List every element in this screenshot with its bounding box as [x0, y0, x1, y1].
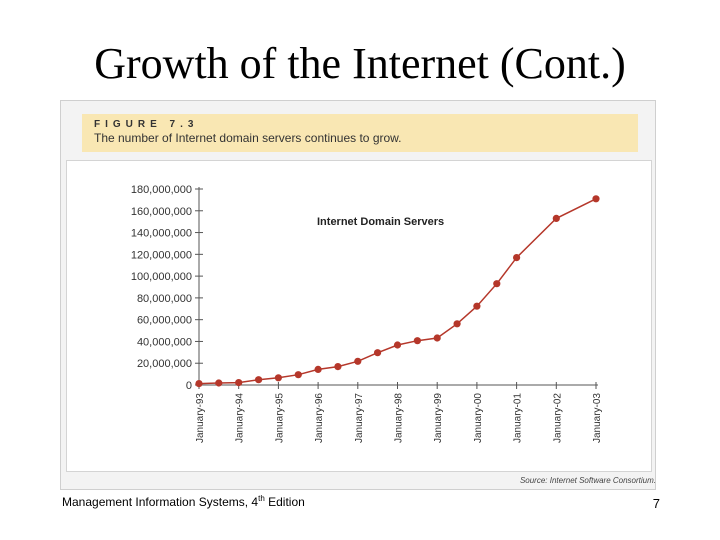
data-point [374, 349, 382, 357]
figure-header: FIGURE 7.3 The number of Internet domain… [82, 114, 638, 152]
x-tick-label: January-98 [394, 393, 405, 443]
y-tick-label: 120,000,000 [131, 249, 192, 261]
y-tick-label: 180,000,000 [131, 184, 192, 196]
x-tick-label: January-03 [592, 393, 603, 443]
x-tick-label: January-96 [314, 393, 325, 443]
x-tick-label: January-99 [433, 393, 444, 443]
footer-text-main: Management Information Systems, 4 [62, 495, 259, 509]
y-tick-label: 60,000,000 [137, 315, 192, 327]
figure-label: FIGURE 7.3 [94, 119, 199, 130]
data-point [493, 280, 501, 288]
data-point [314, 365, 322, 373]
chart-axes [198, 187, 598, 386]
x-tick-label: January-01 [513, 393, 524, 443]
chart-title: Internet Domain Servers [317, 216, 444, 228]
series-internet-domain-servers [195, 195, 600, 388]
data-point [255, 376, 263, 384]
x-tick-label: January-93 [195, 393, 206, 443]
y-tick-label: 140,000,000 [131, 228, 192, 240]
line-chart: 0 20,000,000 40,000,000 60,000,000 80,000,00… [131, 184, 603, 443]
data-point [274, 374, 282, 382]
slide-title: Growth of the Internet (Cont.) [94, 39, 626, 88]
y-ticks: 0 20,000,000 40,000,000 60,000,000 80,000,00… [131, 184, 203, 392]
x-tick-label: January-00 [473, 393, 484, 443]
data-point [473, 302, 481, 310]
data-point [294, 371, 302, 379]
data-point [334, 363, 342, 371]
data-point [413, 337, 421, 345]
footer-text-suffix: Edition [264, 495, 305, 509]
x-ticks: January-93 January-94 January-95 January-96… [195, 382, 603, 443]
figure-caption: The number of Internet domain servers co… [94, 131, 402, 145]
data-point [513, 254, 521, 262]
y-tick-label: 100,000,000 [131, 271, 192, 283]
page-number: 7 [652, 496, 660, 511]
data-point [552, 214, 560, 222]
y-tick-label: 40,000,000 [137, 336, 192, 348]
y-tick-label: 20,000,000 [137, 358, 192, 370]
data-point [592, 195, 600, 203]
chart-source: Source: Internet Software Consortium. [519, 476, 656, 485]
footer-superscript: th [258, 494, 265, 503]
x-tick-label: January-95 [274, 393, 285, 443]
data-point [393, 341, 402, 349]
x-tick-label: January-02 [552, 393, 563, 443]
y-tick-label: 0 [186, 380, 192, 392]
data-point [453, 320, 461, 328]
chart-panel: 0 20,000,000 40,000,000 60,000,000 80,000,00… [66, 160, 652, 472]
data-point [433, 334, 441, 342]
y-tick-label: 80,000,000 [137, 293, 192, 305]
x-tick-label: January-97 [354, 393, 365, 443]
data-point [354, 357, 362, 365]
x-tick-label: January-94 [235, 393, 246, 443]
y-tick-label: 160,000,000 [131, 206, 192, 218]
footer-text: Management Information Systems, 4th Edit… [62, 494, 305, 509]
data-point [195, 380, 203, 388]
data-point [215, 379, 223, 387]
data-point [235, 379, 243, 387]
